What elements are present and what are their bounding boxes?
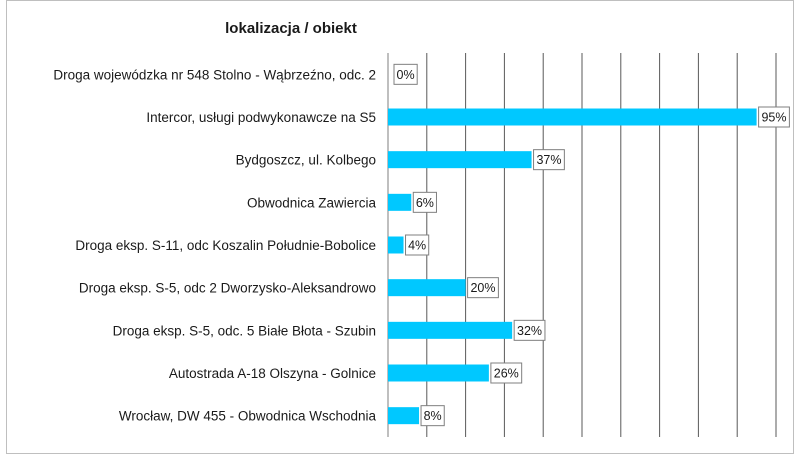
bar — [388, 193, 412, 211]
data-label: 8% — [424, 409, 442, 423]
data-label: 95% — [761, 111, 786, 125]
bar — [388, 236, 404, 254]
bar — [388, 407, 420, 425]
data-label-box — [405, 234, 430, 256]
data-label-box — [513, 319, 546, 341]
category-label: Droga wojewódzka nr 548 Stolno - Wąbrzeź… — [53, 67, 376, 82]
data-label: 20% — [470, 281, 495, 295]
data-label-box — [533, 149, 565, 171]
bar — [388, 279, 466, 297]
category-label: Droga eksp. S-11, odc Koszalin Południe-… — [75, 238, 376, 253]
data-label: 37% — [536, 153, 561, 167]
bar — [388, 321, 513, 339]
bar — [388, 151, 532, 169]
chart-frame — [6, 0, 794, 454]
category-label: Droga eksp. S-5, odc. 5 Białe Błota - Sz… — [113, 323, 376, 338]
data-label-box — [758, 106, 790, 128]
chart-title: lokalizacja / obiekt — [225, 20, 357, 37]
bar — [388, 108, 757, 126]
category-label: Wrocław, DW 455 - Obwodnica Wschodnia — [119, 409, 377, 424]
category-label: Obwodnica Zawiercia — [247, 195, 377, 210]
data-label-box — [412, 191, 437, 213]
bar — [388, 364, 489, 382]
category-label: Bydgoszcz, ul. Kolbego — [236, 153, 376, 168]
data-label-box — [490, 362, 523, 384]
category-label: Droga eksp. S-5, odc 2 Dworzysko-Aleksan… — [79, 281, 376, 296]
category-label: Autostrada A-18 Olszyna - Golnice — [169, 366, 376, 381]
data-label-box — [420, 405, 445, 427]
data-label: 32% — [517, 324, 542, 338]
data-label: 0% — [397, 68, 415, 82]
category-label: Intercor, usługi podwykonawcze na S5 — [146, 110, 376, 125]
data-label: 26% — [494, 367, 519, 381]
data-label-box — [393, 63, 418, 85]
data-label-box — [467, 277, 499, 299]
data-label: 6% — [416, 196, 434, 210]
data-label: 4% — [408, 239, 426, 253]
